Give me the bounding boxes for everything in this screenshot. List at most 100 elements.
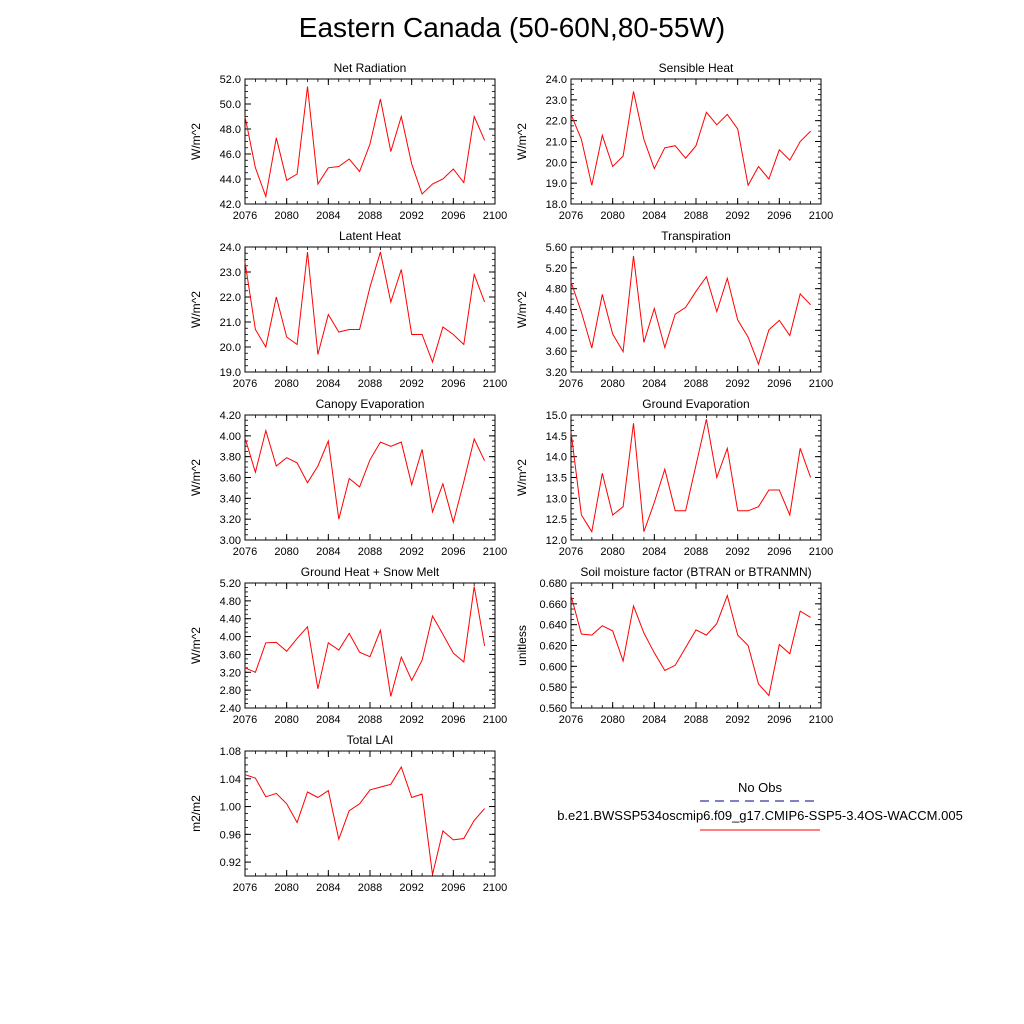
y-tick-label: 14.0 <box>546 452 567 464</box>
panel-title: Net Radiation <box>334 61 407 75</box>
legend-model-label: b.e21.BWSSP534oscmip6.f09_g17.CMIP6-SSP5… <box>557 808 963 823</box>
y-tick-label: 2.80 <box>220 685 241 697</box>
x-tick-label: 2088 <box>684 210 708 222</box>
y-axis-label: W/m^2 <box>515 291 529 328</box>
x-tick-label: 2080 <box>274 210 298 222</box>
x-tick-label: 2076 <box>559 714 583 726</box>
plot-frame <box>244 78 496 205</box>
series-line-1 <box>244 251 486 364</box>
series-line-1 <box>570 91 811 187</box>
x-tick-label: 2092 <box>399 378 423 390</box>
x-tick-label: 2084 <box>642 210 666 222</box>
y-tick-label: 44.0 <box>220 174 241 186</box>
x-tick-label: 2076 <box>559 378 583 390</box>
y-tick-label: 0.600 <box>539 661 567 673</box>
series-line-1 <box>244 86 486 199</box>
x-tick-label: 2092 <box>399 546 423 558</box>
x-tick-label: 2088 <box>358 210 382 222</box>
y-tick-label: 19.0 <box>546 178 567 190</box>
y-tick-label: 3.60 <box>546 346 567 358</box>
y-tick-label: 3.20 <box>220 514 241 526</box>
y-tick-label: 0.680 <box>539 578 567 590</box>
x-tick-label: 2092 <box>725 714 749 726</box>
x-tick-label: 2100 <box>809 546 833 558</box>
y-tick-label: 3.80 <box>220 452 241 464</box>
x-tick-label: 2096 <box>767 210 791 222</box>
x-tick-label: 2076 <box>233 210 257 222</box>
x-tick-label: 2080 <box>274 714 298 726</box>
y-tick-label: 1.08 <box>220 746 241 758</box>
y-tick-label: 22.0 <box>546 116 567 128</box>
plot-frame <box>244 246 496 373</box>
y-tick-label: 5.20 <box>546 263 567 275</box>
x-tick-label: 2076 <box>233 714 257 726</box>
series-line-1 <box>570 593 811 697</box>
x-tick-label: 2096 <box>441 714 465 726</box>
y-tick-label: 3.00 <box>220 535 241 547</box>
y-tick-label: 14.5 <box>546 431 567 443</box>
x-tick-label: 2080 <box>274 882 298 894</box>
y-tick-label: 4.00 <box>220 632 241 644</box>
x-tick-label: 2100 <box>809 378 833 390</box>
x-tick-label: 2076 <box>233 378 257 390</box>
y-tick-label: 4.40 <box>220 614 241 626</box>
x-tick-label: 2092 <box>725 546 749 558</box>
y-tick-label: 3.40 <box>220 493 241 505</box>
y-tick-label: 4.00 <box>546 325 567 337</box>
y-tick-label: 15.0 <box>546 410 567 422</box>
y-tick-label: 20.0 <box>220 342 241 354</box>
y-tick-label: 13.0 <box>546 493 567 505</box>
y-tick-label: 0.620 <box>539 641 567 653</box>
y-tick-label: 5.60 <box>546 242 567 254</box>
plot-frame <box>244 582 496 709</box>
x-tick-label: 2088 <box>358 714 382 726</box>
y-tick-label: 1.00 <box>220 802 241 814</box>
y-axis-label: W/m^2 <box>189 123 203 160</box>
y-tick-label: 12.5 <box>546 514 567 526</box>
chart-panels: 2076 2080 2084 2088 2092 2096 2100 42.0 44.0 46.0… <box>189 61 833 894</box>
y-tick-label: 3.20 <box>220 667 241 679</box>
legend-obs-label: No Obs <box>738 780 783 795</box>
y-tick-label: 23.0 <box>546 95 567 107</box>
y-tick-label: 24.0 <box>220 242 241 254</box>
x-tick-label: 2076 <box>233 882 257 894</box>
y-axis-label: W/m^2 <box>515 123 529 160</box>
chart-panel-9: 2076 2080 2084 2088 2092 2096 2100 0.92 0.96 1.00… <box>189 733 507 894</box>
y-tick-label: 3.60 <box>220 473 241 485</box>
y-tick-label: 4.00 <box>220 431 241 443</box>
y-tick-label: 3.20 <box>546 367 567 379</box>
x-tick-label: 2096 <box>441 546 465 558</box>
y-tick-label: 0.660 <box>539 599 567 611</box>
y-tick-label: 46.0 <box>220 149 241 161</box>
chart-panel-6: 2076 2080 2084 2088 2092 2096 2100 12.0 12.5 13.0… <box>515 397 833 558</box>
x-tick-label: 2096 <box>441 378 465 390</box>
x-tick-label: 2084 <box>642 546 666 558</box>
x-tick-label: 2100 <box>483 378 507 390</box>
y-tick-label: 48.0 <box>220 124 241 136</box>
legend: No Obs b.e21.BWSSP534oscmip6.f09_g17.CMI… <box>557 780 963 831</box>
y-axis-label: unitless <box>515 625 529 666</box>
x-tick-label: 2100 <box>483 714 507 726</box>
panel-title: Ground Heat + Snow Melt <box>301 565 440 579</box>
series-line-1 <box>244 428 486 525</box>
x-tick-label: 2096 <box>767 378 791 390</box>
series-line-1 <box>570 419 812 534</box>
x-tick-label: 2088 <box>684 546 708 558</box>
panel-title: Total LAI <box>347 733 394 747</box>
x-tick-label: 2080 <box>600 210 624 222</box>
x-tick-label: 2100 <box>483 882 507 894</box>
chart-panel-8: 2076 2080 2084 2088 2092 2096 2100 0.560 0.580 0.… <box>515 565 833 726</box>
x-tick-label: 2084 <box>642 714 666 726</box>
y-tick-label: 0.92 <box>220 857 241 869</box>
panel-title: Transpiration <box>661 229 731 243</box>
y-tick-label: 21.0 <box>546 137 567 149</box>
y-tick-label: 12.0 <box>546 535 567 547</box>
series-line-1 <box>244 765 485 875</box>
x-tick-label: 2084 <box>316 714 340 726</box>
y-tick-label: 21.0 <box>220 317 241 329</box>
x-tick-label: 2080 <box>600 546 624 558</box>
y-tick-label: 4.80 <box>546 284 567 296</box>
y-tick-label: 13.5 <box>546 473 567 485</box>
x-tick-label: 2096 <box>441 210 465 222</box>
